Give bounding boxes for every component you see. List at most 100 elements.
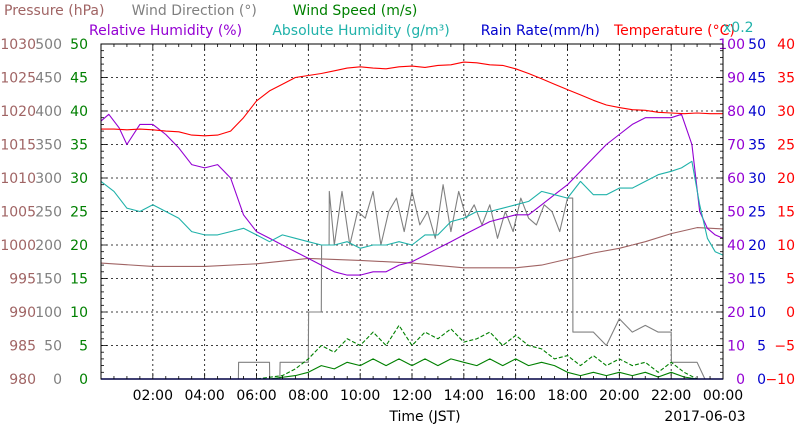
temperature-tick-label: 20 <box>777 171 795 187</box>
wind-speed-gust-line <box>101 324 723 380</box>
temperature-tick-label: 15 <box>777 205 795 221</box>
pressure-tick-label: 980 <box>9 372 36 388</box>
pressure-tick-label: 1025 <box>0 71 36 87</box>
pressure-tick-label: 995 <box>9 272 36 288</box>
legend-item-5: Absolute Humidity (g/m³) <box>272 23 449 39</box>
wind_speed-tick-label: 25 <box>70 205 88 221</box>
humidity-tick-label: 100 <box>718 37 745 53</box>
legend-item-7: Temperature (°C) <box>613 23 735 39</box>
temperature-tick-label: −10 <box>765 372 795 388</box>
wind_speed-tick-label: 15 <box>70 272 88 288</box>
wind_direction-tick-label: 450 <box>35 71 62 87</box>
wind_direction-tick-label: 400 <box>35 104 62 120</box>
humidity-tick-label: 10 <box>727 339 745 355</box>
humidity-tick-label: 60 <box>727 171 745 187</box>
legend-row-2: Relative Humidity (%) Absolute Humidity (… <box>89 23 735 39</box>
legend-item-1: Pressure (hPa) <box>4 3 104 19</box>
temperature-line <box>101 61 723 137</box>
rain_rate-tick-label: 20 <box>748 238 766 254</box>
temperature-tick-label: 30 <box>777 104 795 120</box>
temperature-tick-label: 5 <box>786 272 795 288</box>
rain_rate-tick-label: 5 <box>757 339 766 355</box>
x-axis-label: Time (JST) <box>388 409 460 425</box>
x-tick-label: 10:00 <box>340 388 380 404</box>
pressure-tick-label: 1010 <box>0 171 36 187</box>
x-tick-label: 06:00 <box>236 388 276 404</box>
legend-row-1: Pressure (hPa) Wind Direction (°) Wind Spe… <box>4 3 417 19</box>
pressure-tick-label: 1015 <box>0 138 36 154</box>
rain_rate-tick-label: 10 <box>748 305 766 321</box>
wind-direction-line <box>101 184 723 380</box>
x-tick-label: 14:00 <box>444 388 484 404</box>
pressure-line <box>100 227 724 269</box>
rain_rate-tick-label: 30 <box>748 171 766 187</box>
wind_direction-tick-label: 150 <box>35 272 62 288</box>
legend-item-2: Wind Direction (°) <box>132 3 257 19</box>
wind_direction-tick-label: 0 <box>53 372 62 388</box>
x-tick-label: 02:00 <box>133 388 173 404</box>
x-tick-label: 12:00 <box>392 388 432 404</box>
wind_direction-tick-label: 250 <box>35 205 62 221</box>
temperature-tick-label: −5 <box>774 339 795 355</box>
legend-item-4: Relative Humidity (%) <box>89 23 242 39</box>
pressure-tick-label: 990 <box>9 305 36 321</box>
wind_speed-tick-label: 0 <box>79 372 88 388</box>
pressure-tick-label: 1020 <box>0 104 36 120</box>
relative-humidity-line <box>100 113 724 276</box>
humidity-tick-label: 80 <box>727 104 745 120</box>
humidity-tick-label: 90 <box>727 71 745 87</box>
pressure-tick-label: 1005 <box>0 205 36 221</box>
y-axes: 1030102510201015101010051000995990985980… <box>0 37 795 388</box>
x-tick-label: 18:00 <box>547 388 587 404</box>
temperature-tick-label: 0 <box>786 305 795 321</box>
chart-grid <box>101 44 723 379</box>
humidity-tick-label: 30 <box>727 272 745 288</box>
wind_speed-tick-label: 20 <box>70 238 88 254</box>
humidity-tick-label: 20 <box>727 305 745 321</box>
wind_speed-tick-label: 50 <box>70 37 88 53</box>
temperature-tick-label: 25 <box>777 138 795 154</box>
x-axis: 02:00 04:00 06:00 08:00 10:00 12:00 14:00 16:00… <box>100 44 743 404</box>
rain_rate-tick-label: 40 <box>748 104 766 120</box>
x-tick-label: 20:00 <box>599 388 639 404</box>
rain_rate-tick-label: 0 <box>757 372 766 388</box>
wind_direction-tick-label: 100 <box>35 305 62 321</box>
wind-speed-line <box>101 358 723 380</box>
x-scale-note: x0.2 <box>723 20 754 36</box>
x-tick-label: 08:00 <box>288 388 328 404</box>
x-tick-label: 04:00 <box>184 388 224 404</box>
wind_speed-tick-label: 45 <box>70 71 88 87</box>
x-tick-label: 16:00 <box>495 388 535 404</box>
temperature-tick-label: 40 <box>777 37 795 53</box>
humidity-tick-label: 0 <box>736 372 745 388</box>
wind_speed-tick-label: 5 <box>79 339 88 355</box>
legend-item-3: Wind Speed (m/s) <box>293 3 418 19</box>
humidity-tick-label: 50 <box>727 205 745 221</box>
wind_direction-tick-label: 300 <box>35 171 62 187</box>
pressure-tick-label: 1000 <box>0 238 36 254</box>
absolute-humidity-line <box>100 160 724 256</box>
rain_rate-tick-label: 15 <box>748 272 766 288</box>
rain_rate-tick-label: 50 <box>748 37 766 53</box>
rain_rate-tick-label: 35 <box>748 138 766 154</box>
date-label: 2017-06-03 <box>664 409 745 425</box>
rain_rate-tick-label: 45 <box>748 71 766 87</box>
humidity-tick-label: 40 <box>727 238 745 254</box>
wind_direction-tick-label: 350 <box>35 138 62 154</box>
wind_direction-tick-label: 50 <box>44 339 62 355</box>
x-tick-label: 00:00 <box>703 388 743 404</box>
temperature-tick-label: 10 <box>777 238 795 254</box>
wind_speed-tick-label: 40 <box>70 104 88 120</box>
temperature-tick-label: 35 <box>777 71 795 87</box>
pressure-tick-label: 1030 <box>0 37 36 53</box>
wind_direction-tick-label: 500 <box>35 37 62 53</box>
wind_direction-tick-label: 200 <box>35 238 62 254</box>
legend-item-6: Rain Rate(mm/h) <box>481 23 600 39</box>
wind_speed-tick-label: 35 <box>70 138 88 154</box>
wind_speed-tick-label: 10 <box>70 305 88 321</box>
pressure-tick-label: 985 <box>9 339 36 355</box>
x-tick-label: 22:00 <box>651 388 691 404</box>
wind_speed-tick-label: 30 <box>70 171 88 187</box>
rain_rate-tick-label: 25 <box>748 205 766 221</box>
